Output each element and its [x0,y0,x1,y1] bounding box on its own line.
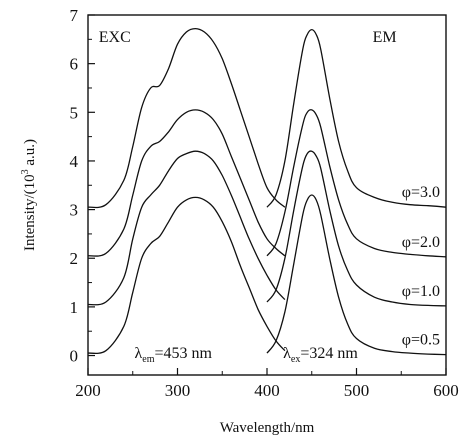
x-axis-label: Wavelength/nm [220,420,315,436]
y-tick-label: 6 [70,55,79,74]
emission-curve [266,194,447,356]
emission-curve [266,109,447,258]
series-label: φ=3.0 [402,184,440,201]
x-tick-label: 600 [433,381,459,400]
excitation-curve [87,196,286,355]
y-tick-label: 0 [70,347,79,366]
x-tick-label: 300 [165,381,191,400]
excitation-curve [87,109,286,257]
y-axis-label: Intensity/(103 a.u.) [20,139,38,251]
excitation-curve [87,150,286,306]
excitation-curve [87,27,286,209]
x-tick-label: 500 [344,381,370,400]
y-axis-label-main: Intensity/(10 [22,174,38,251]
y-tick-label: 2 [70,249,79,268]
emission-panel-label: EM [373,29,397,46]
y-tick-label: 5 [70,103,79,122]
series-label: φ=0.5 [402,332,440,349]
lambda-em-value: =453 nm [155,345,213,362]
y-tick-label: 1 [70,298,79,317]
ticks-layer: 200 300 400 500 600 0 1 2 3 4 5 6 7 [70,6,459,400]
lambda-ex-subscript: ex [291,354,300,365]
lambda-em-symbol: λ [135,345,143,362]
plot-frame [87,14,447,376]
x-tick-label: 400 [254,381,280,400]
curves-layer [87,27,447,356]
lambda-em-annotation: λem=453 nm [135,345,213,365]
excitation-panel-label: EXC [99,29,131,46]
x-tick-label: 200 [75,381,101,400]
series-label: φ=1.0 [402,283,440,300]
lambda-ex-annotation: λex=324 nm [283,345,358,365]
lambda-em-subscript: em [142,354,154,365]
y-tick-label: 7 [70,6,79,25]
series-labels-layer: φ=3.0 φ=2.0 φ=1.0 φ=0.5 [402,184,440,348]
y-tick-label: 3 [70,201,79,220]
y-tick-label: 4 [70,152,79,171]
y-axis-label-unit: a.u.) [22,139,38,169]
emission-curve [266,28,447,208]
series-label: φ=2.0 [402,234,440,251]
lambda-ex-symbol: λ [283,345,291,362]
y-axis-label-exponent: 3 [20,169,31,174]
emission-curve [266,150,447,307]
lambda-ex-value: =324 nm [300,345,358,362]
